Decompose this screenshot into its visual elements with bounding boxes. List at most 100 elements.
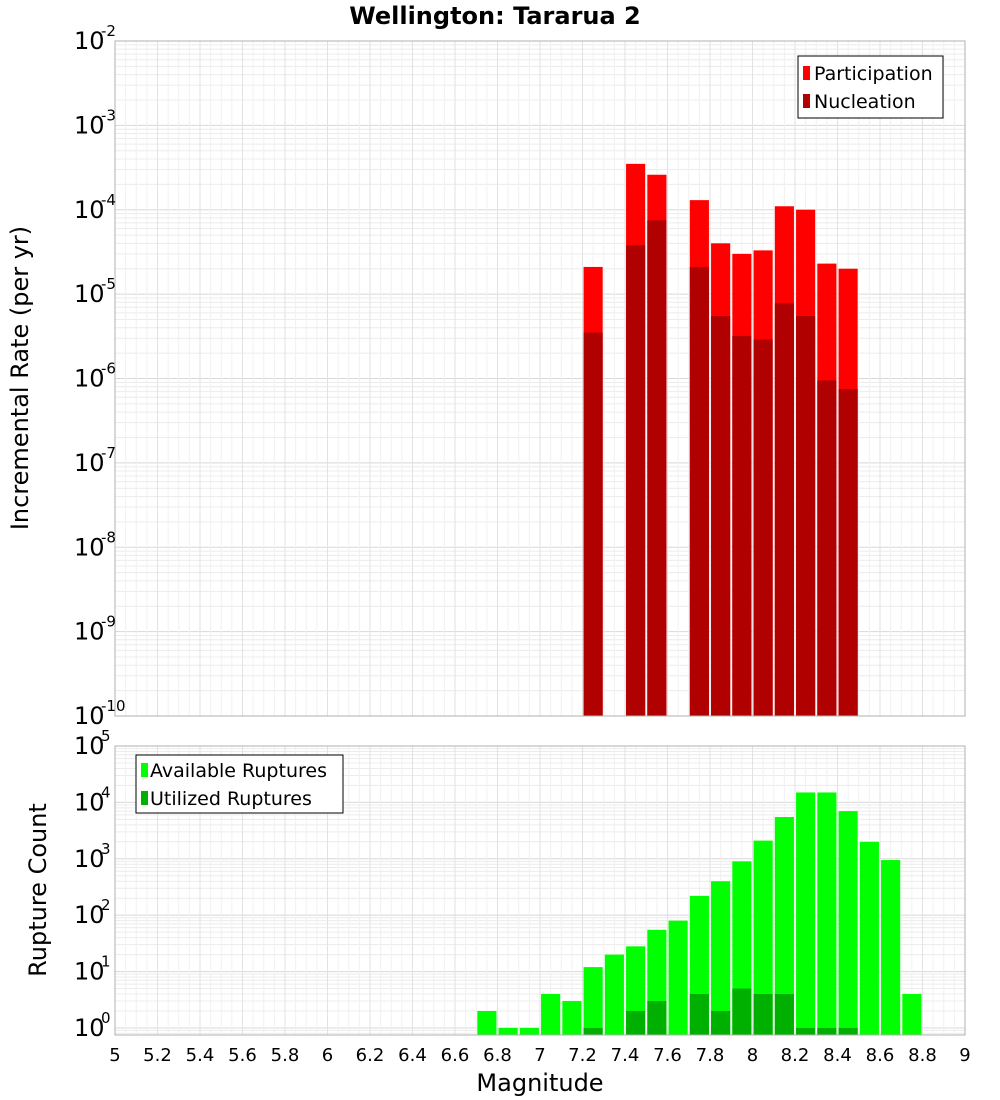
- top-grid: [114, 41, 966, 717]
- top-y-tick-exponent: -8: [101, 528, 116, 546]
- bottom-bar-utilized-ruptures-7.75: [689, 994, 709, 1035]
- top-y-tick-label: 10: [74, 702, 105, 730]
- top-bar-nucleation-8.25: [796, 316, 816, 716]
- legend-swatch-nucleation: [803, 94, 810, 108]
- top-y-tick-exponent: -5: [101, 275, 116, 293]
- top-y-tick-label: 10: [74, 280, 105, 308]
- chart-title: Wellington: Tararua 2: [349, 2, 641, 30]
- top-y-tick-exponent: -6: [101, 360, 116, 378]
- top-y-tick-label: 10: [74, 196, 105, 224]
- bottom-bar-available-ruptures-6.85: [498, 1027, 518, 1035]
- top-y-tick-exponent: -3: [101, 106, 116, 124]
- bottom-y-tick-exponent: 5: [101, 727, 111, 745]
- x-tick-label: 8.6: [866, 1045, 895, 1066]
- x-tick-label: 5.2: [143, 1045, 172, 1066]
- bottom-bar-utilized-ruptures-8.15: [774, 994, 794, 1035]
- x-tick-label: 7.4: [611, 1045, 640, 1066]
- bottom-y-tick-label: 10: [74, 788, 105, 816]
- bottom-y-tick-exponent: 1: [101, 953, 111, 971]
- top-y-tick-label: 10: [74, 27, 105, 55]
- bottom-bar-available-ruptures-8.75: [902, 994, 922, 1035]
- legend-label-available: Available Ruptures: [150, 760, 327, 782]
- bottom-bar-available-ruptures-8.15: [774, 817, 794, 1035]
- bottom-y-tick-exponent: 0: [101, 1009, 111, 1027]
- x-tick-label: 7.8: [696, 1045, 725, 1066]
- top-bars: [583, 163, 858, 717]
- bottom-y-tick-label: 10: [74, 1014, 105, 1042]
- top-bar-nucleation-7.45: [626, 245, 646, 717]
- legend-swatch-utilized: [141, 791, 148, 805]
- top-bar-nucleation-8.15: [774, 303, 794, 716]
- x-tick-label: 5.8: [271, 1045, 300, 1066]
- bottom-bar-utilized-ruptures-7.25: [583, 1027, 603, 1035]
- x-tick-label: 7: [534, 1045, 545, 1066]
- bottom-y-tick-exponent: 2: [101, 896, 111, 914]
- top-bar-nucleation-8.35: [817, 380, 837, 716]
- top-y-tick-exponent: -4: [101, 191, 116, 209]
- x-tick-label: 7.2: [568, 1045, 597, 1066]
- x-ticks: 5 5.2 5.4 5.6 5.8 6 6.2 6.4 6.6 6.8 7 7.2 7.4 7.6 7.8 8…: [109, 1045, 970, 1066]
- legend-swatch-available: [141, 763, 148, 777]
- legend-swatch-participation: [803, 66, 810, 80]
- bottom-bar-available-ruptures-7.35: [604, 954, 624, 1035]
- bottom-bar-utilized-ruptures-7.95: [732, 988, 752, 1035]
- bottom-y-tick-exponent: 4: [101, 783, 111, 801]
- bottom-bar-utilized-ruptures-8.05: [753, 994, 773, 1035]
- bottom-bar-available-ruptures-8.45: [838, 811, 858, 1035]
- legend-label-participation: Participation: [814, 63, 933, 85]
- x-tick-label: 6.8: [483, 1045, 512, 1066]
- x-tick-label: 5.6: [228, 1045, 257, 1066]
- x-tick-label: 8: [747, 1045, 758, 1066]
- top-y-tick-label: 10: [74, 449, 105, 477]
- top-bar-nucleation-7.55: [647, 220, 667, 717]
- bottom-bar-available-ruptures-8.05: [753, 840, 773, 1035]
- top-y-tick-label: 10: [74, 111, 105, 139]
- bottom-bar-utilized-ruptures-8.35: [817, 1027, 837, 1035]
- top-bar-nucleation-8.45: [838, 389, 858, 716]
- top-legend: Participation Nucleation: [797, 55, 944, 119]
- bottom-bar-utilized-ruptures-7.85: [711, 1010, 731, 1035]
- bottom-y-tick-label: 10: [74, 958, 105, 986]
- x-tick-label: 9: [959, 1045, 970, 1066]
- bottom-bar-utilized-ruptures-8.45: [838, 1027, 858, 1035]
- bottom-bar-utilized-ruptures-7.45: [626, 1010, 646, 1035]
- bottom-bar-available-ruptures-6.95: [519, 1027, 539, 1035]
- top-legend-box: [797, 55, 944, 119]
- bottom-y-tick-exponent: 3: [101, 840, 111, 858]
- top-y-tick-exponent: -10: [101, 697, 126, 715]
- legend-label-nucleation: Nucleation: [814, 91, 916, 113]
- bottom-bar-utilized-ruptures-8.25: [796, 1027, 816, 1035]
- bottom-bar-available-ruptures-7.25: [583, 967, 603, 1035]
- top-y-axis-title: Incremental Rate (per yr): [6, 226, 34, 530]
- bottom-legend-box: [135, 754, 344, 814]
- x-axis-title: Magnitude: [476, 1069, 603, 1097]
- bottom-y-tick-label: 10: [74, 732, 105, 760]
- x-tick-label: 8.8: [908, 1045, 937, 1066]
- bottom-bars: [477, 792, 922, 1035]
- bottom-bar-available-ruptures-8.35: [817, 792, 837, 1035]
- bottom-bar-available-ruptures-6.75: [477, 1010, 497, 1035]
- x-tick-label: 8.2: [781, 1045, 810, 1066]
- top-y-tick-exponent: -9: [101, 613, 116, 631]
- x-tick-label: 6: [322, 1045, 333, 1066]
- top-y-tick-label: 10: [74, 618, 105, 646]
- x-tick-label: 5.4: [186, 1045, 215, 1066]
- x-tick-label: 5: [109, 1045, 120, 1066]
- bottom-y-axis-title: Rupture Count: [24, 803, 52, 977]
- bottom-y-tick-label: 10: [74, 901, 105, 929]
- top-bar-nucleation-7.25: [583, 332, 603, 716]
- top-y-tick-exponent: -7: [101, 444, 116, 462]
- legend-label-utilized: Utilized Ruptures: [150, 788, 312, 810]
- top-plot-border: [114, 40, 966, 717]
- bottom-bar-available-ruptures-7.65: [668, 920, 688, 1035]
- x-tick-label: 6.2: [356, 1045, 385, 1066]
- top-y-tick-label: 10: [74, 365, 105, 393]
- bottom-y-tick-label: 10: [74, 845, 105, 873]
- bottom-bar-utilized-ruptures-7.55: [647, 1001, 667, 1035]
- top-bar-nucleation-7.95: [732, 335, 752, 716]
- bottom-bar-available-ruptures-7.05: [541, 994, 561, 1035]
